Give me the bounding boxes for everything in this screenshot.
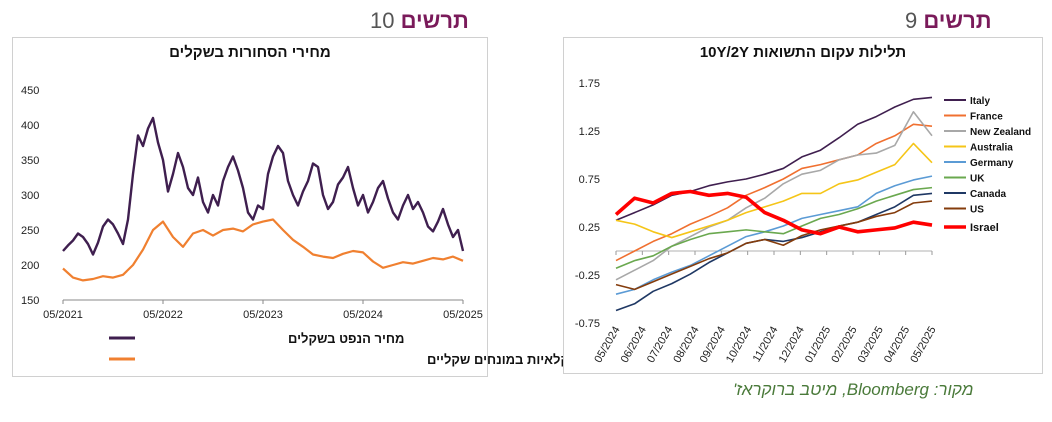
- yield-curve-chart: תלילות עקום התשואות 10Y/2Y -0.75 -0.25 0.2…: [563, 37, 1043, 374]
- legend-label: Germany: [970, 158, 1014, 169]
- y-tick-label: -0.25: [575, 270, 600, 282]
- x-tick-label: 10/2024: [724, 325, 754, 365]
- y-tick-label: 250: [21, 225, 39, 237]
- y-tick-label: 1.75: [579, 78, 600, 90]
- chart-title: מחירי הסחורות בשקלים: [169, 44, 331, 61]
- series-line-uk: [615, 186, 933, 270]
- x-tick-label: 05/2021: [43, 309, 83, 321]
- figure-label-9: תרשים 9: [905, 8, 992, 34]
- x-tick-label: 05/2023: [243, 309, 283, 321]
- y-tick-label: 350: [21, 155, 39, 167]
- x-tick-label: 05/2022: [143, 309, 183, 321]
- figure-label-number: 9: [905, 8, 918, 33]
- commodity-prices-plot: 150 200 250 300 350 400 450 05/2021 05/2022 05/20…: [21, 85, 670, 367]
- series-line-us: [615, 200, 933, 291]
- y-tick-label: -0.75: [575, 318, 600, 330]
- figure-label-word: תרשים: [400, 8, 469, 33]
- series-line-agri: [62, 218, 464, 282]
- y-tick-label: 300: [21, 190, 39, 202]
- commodity-prices-chart: מחירי הסחורות בשקלים 150 200 250 300 350 400 4…: [12, 37, 670, 377]
- y-tick-label: 0.75: [579, 174, 600, 186]
- figure-label-10: תרשים 10: [370, 8, 469, 34]
- y-tick-label: 450: [21, 85, 39, 97]
- yield-curve-plot: -0.75-0.250.250.751.251.7505/202406/2024…: [575, 78, 1031, 365]
- series-line-oil: [62, 116, 465, 256]
- legend-label: Israel: [970, 222, 999, 234]
- series-line-germany: [615, 175, 933, 295]
- legend-label: US: [970, 205, 984, 216]
- source-note: מקור: Bloomberg, מיטב ברוקראז': [733, 380, 974, 399]
- chart-title: תלילות עקום התשואות 10Y/2Y: [699, 44, 907, 61]
- y-tick-label: 200: [21, 260, 39, 272]
- series-line-australia: [615, 142, 933, 239]
- x-tick-label: 05/2025: [908, 325, 938, 365]
- legend-label: Canada: [970, 189, 1007, 200]
- y-tick-label: 1.25: [579, 126, 600, 138]
- series-line-israel: [614, 189, 933, 236]
- legend-label: New Zealand: [970, 127, 1031, 138]
- x-tick-label: 05/2025: [443, 309, 483, 321]
- legend-label: UK: [970, 174, 985, 185]
- legend-label: Australia: [970, 143, 1013, 154]
- figure-label-word: תרשים: [923, 8, 992, 33]
- legend-label: מחיר הנפט בשקלים: [288, 331, 404, 346]
- x-tick-label: 05/2024: [343, 309, 383, 321]
- series-line-italy: [615, 96, 933, 222]
- legend-label: Italy: [970, 96, 990, 107]
- y-tick-label: 0.25: [579, 222, 600, 234]
- figure-label-number: 10: [370, 8, 395, 33]
- series-line-france: [615, 123, 933, 262]
- series-line-canada: [615, 192, 933, 312]
- y-tick-label: 150: [21, 295, 39, 307]
- y-tick-label: 400: [21, 120, 39, 132]
- legend-label: France: [970, 112, 1003, 123]
